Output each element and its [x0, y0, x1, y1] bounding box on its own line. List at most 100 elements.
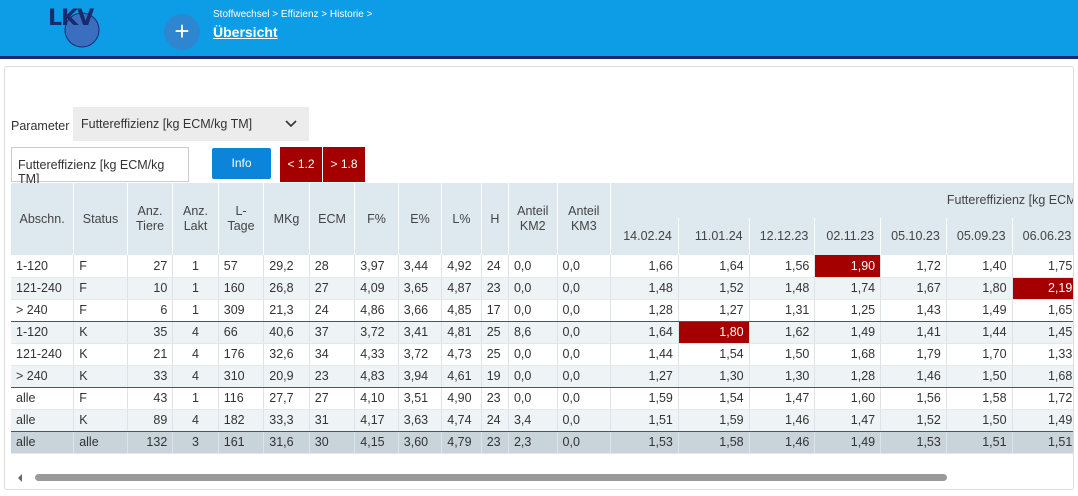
table-cell: 0,0 — [557, 277, 612, 300]
table-cell: 1-120 — [11, 321, 75, 344]
table-cell: 4 — [172, 409, 219, 432]
parameter-label: Parameter — [11, 119, 70, 133]
table-cell: 1,54 — [678, 343, 750, 366]
table-cell: 4,86 — [354, 299, 399, 322]
table-cell: 27,7 — [263, 387, 310, 410]
table-cell: 2,3 — [508, 431, 558, 454]
table-cell: 1,54 — [678, 387, 750, 410]
table-cell: 3,41 — [398, 321, 443, 344]
table-cell: 1,59 — [610, 387, 679, 410]
group-header: Futtereffizienz [kg ECM/kg TM] — [610, 183, 1073, 218]
table-cell: 1 — [172, 299, 219, 322]
breadcrumb[interactable]: Stoffwechsel > Effizienz > Historie > — [213, 9, 373, 20]
table-cell: 4,74 — [441, 409, 482, 432]
table-cell: 1,25 — [814, 299, 882, 322]
date-header: 05.10.23 — [880, 218, 947, 255]
table-cell: 24 — [481, 255, 509, 278]
info-button[interactable]: Info — [212, 148, 271, 179]
table-cell: 1,60 — [814, 387, 882, 410]
table-cell: 20,9 — [263, 365, 310, 388]
content-card: Parameter Futtereffizienz [kg ECM/kg TM]… — [4, 66, 1074, 490]
table-cell: 89 — [127, 409, 174, 432]
table-cell: 23 — [481, 387, 509, 410]
table-cell: 1,47 — [814, 409, 882, 432]
table-cell: K — [73, 321, 128, 344]
table-cell: 121-240 — [11, 277, 75, 300]
page-title[interactable]: Übersicht — [213, 24, 278, 40]
table-cell: 33,3 — [263, 409, 310, 432]
table-cell: 3,66 — [398, 299, 443, 322]
table-cell: 17 — [481, 299, 509, 322]
table-cell: 31 — [309, 409, 356, 432]
table-cell: 3,94 — [398, 365, 443, 388]
table-cell: 25 — [481, 321, 509, 344]
table-cell: 1,45 — [1012, 321, 1073, 344]
table-cell: F — [73, 255, 128, 278]
alert-cell: 1,80 — [678, 321, 750, 344]
add-button[interactable]: + — [164, 14, 200, 50]
table-cell: 1,47 — [749, 387, 816, 410]
logo-emblem — [64, 12, 100, 48]
table-cell: 4,87 — [441, 277, 482, 300]
table-cell: alle — [73, 431, 128, 454]
selected-value: Futtereffizienz [kg ECM/kg TM] — [81, 117, 253, 131]
table-row: 121-240 F 10 1 160 26,8 27 4,09 3,65 4,87 23 0,0 0,0… — [11, 277, 1073, 300]
table-cell: alle — [11, 387, 75, 410]
table-cell: 1,43 — [880, 299, 947, 322]
table-cell: 66 — [218, 321, 265, 344]
table-cell: 0,0 — [508, 299, 558, 322]
logo-text: LKV — [48, 6, 94, 31]
table-cell: 0,0 — [508, 255, 558, 278]
table-cell: 4,90 — [441, 387, 482, 410]
parameter-select[interactable]: Futtereffizienz [kg ECM/kg TM] — [73, 107, 309, 141]
scroll-thumb[interactable] — [35, 474, 947, 481]
logo[interactable]: LKV — [42, 6, 118, 50]
table-row: 1-120 K 35 4 66 40,6 37 3,72 3,41 4,81 25 8,6 0,0 1,6… — [11, 321, 1073, 344]
table-cell: 1,31 — [749, 299, 816, 322]
table-cell: 1,58 — [678, 431, 750, 454]
table-cell: 33 — [127, 365, 174, 388]
table-wrap: Abschn. Status Anz. Tiere Anz. Lakt L-Tage MK… — [11, 183, 1073, 473]
table-cell: 1,49 — [1012, 409, 1073, 432]
table-cell: 29,2 — [263, 255, 310, 278]
table-cell: 1,48 — [749, 277, 816, 300]
table-cell: 30 — [309, 431, 356, 454]
table-cell: 1,46 — [749, 431, 816, 454]
table-cell: K — [73, 343, 128, 366]
table-cell: 40,6 — [263, 321, 310, 344]
table-cell: 32,6 — [263, 343, 310, 366]
table-cell: 27 — [309, 277, 356, 300]
column-header: MKg — [263, 183, 310, 255]
table-cell: 1,72 — [1012, 387, 1073, 410]
table-cell: 1-120 — [11, 255, 75, 278]
table-cell: 1,56 — [880, 387, 947, 410]
table-cell: 31,6 — [263, 431, 310, 454]
date-header: 12.12.23 — [749, 218, 816, 255]
scroll-left-arrow[interactable] — [15, 472, 25, 484]
data-table: Abschn. Status Anz. Tiere Anz. Lakt L-Tage MK… — [11, 183, 1073, 454]
alert-cell: 2,19 — [1012, 277, 1073, 300]
low-threshold: < 1.2 — [280, 147, 322, 182]
table-cell: 34 — [309, 343, 356, 366]
table-cell: 4 — [172, 321, 219, 344]
horizontal-scrollbar[interactable] — [11, 472, 1073, 484]
table-cell: 1,64 — [610, 321, 679, 344]
table-cell: 4,10 — [354, 387, 399, 410]
table-cell: 3,4 — [508, 409, 558, 432]
table-cell: F — [73, 387, 128, 410]
table-cell: 1,53 — [880, 431, 947, 454]
table-cell: 21 — [127, 343, 174, 366]
table-row: alle alle 132 3 161 31,6 30 4,15 3,60 4,79 23 2,3 0,… — [11, 431, 1073, 454]
table-cell: 35 — [127, 321, 174, 344]
column-header: Anteil KM3 — [557, 183, 612, 255]
column-header: H — [481, 183, 509, 255]
table-cell: F — [73, 299, 128, 322]
table-cell: 1,28 — [814, 365, 882, 388]
table-cell: 0,0 — [557, 343, 612, 366]
table-cell: 161 — [218, 431, 265, 454]
table-cell: > 240 — [11, 299, 75, 322]
table-cell: 1,33 — [1012, 343, 1073, 366]
table-cell: 4,81 — [441, 321, 482, 344]
table-row: 121-240 K 21 4 176 32,6 34 4,33 3,72 4,73 25 0,0 0,0… — [11, 343, 1073, 366]
